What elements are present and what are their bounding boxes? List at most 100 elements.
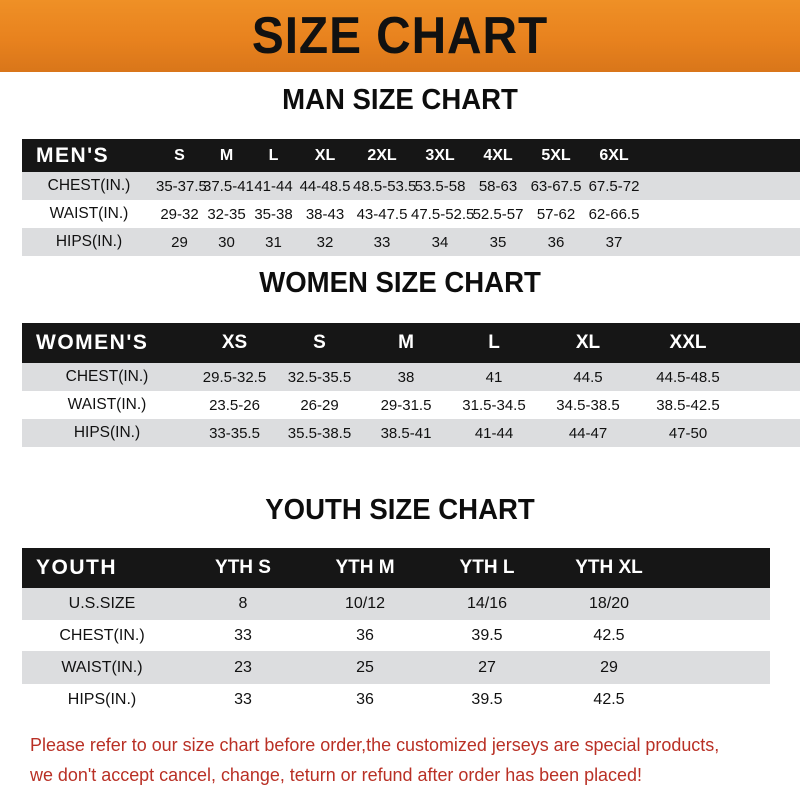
- men-col-2xl: 2XL: [367, 146, 397, 164]
- youth-ussize-xl: 18/20: [588, 595, 630, 612]
- youth-header-label: YOUTH: [36, 556, 117, 579]
- men-col-4xl: 4XL: [483, 146, 513, 164]
- man-section-title: MAN SIZE CHART: [282, 84, 518, 116]
- youth-chest-l: 39.5: [471, 626, 503, 644]
- women-waist-label: WAIST(IN.): [67, 396, 147, 413]
- men-hips-s: 29: [171, 233, 188, 251]
- women-col-m: M: [398, 332, 414, 353]
- youth-chest-s: 33: [234, 626, 252, 644]
- men-col-5xl: 5XL: [541, 146, 571, 164]
- women-col-s: S: [313, 332, 326, 353]
- men-hips-2xl: 33: [373, 233, 391, 251]
- youth-size-table: YOUTH YTH S YTH M YTH L YTH XL U.S.SIZE …: [22, 548, 770, 716]
- youth-chest-m: 36: [356, 626, 374, 644]
- women-hips-s: 35.5-38.5: [287, 424, 352, 442]
- men-col-pad: [643, 139, 800, 172]
- men-hips-pad: [643, 228, 800, 256]
- men-waist-6xl: 62-66.5: [588, 205, 640, 223]
- men-hips-5xl: 36: [547, 233, 565, 251]
- men-col-3xl: 3XL: [425, 146, 455, 164]
- youth-header-row: YOUTH YTH S YTH M YTH L YTH XL: [22, 548, 770, 588]
- women-section-title: WOMEN SIZE CHART: [259, 267, 541, 299]
- men-chest-2xl: 48.5-53.5: [353, 177, 417, 195]
- men-waist-pad: [643, 200, 800, 228]
- men-hips-xl: 32: [316, 233, 334, 251]
- men-hips-m: 30: [218, 233, 235, 251]
- youth-col-s: YTH S: [215, 557, 271, 578]
- youth-col-m: YTH M: [335, 557, 395, 578]
- women-chest-xl: 44.5: [573, 368, 603, 386]
- youth-hips-pad: [670, 684, 770, 716]
- men-waist-label: WAIST(IN.): [49, 205, 129, 222]
- footer-disclaimer: Please refer to our size chart before or…: [30, 730, 753, 790]
- men-waist-l: 35-38: [254, 205, 293, 223]
- footer-line-1: Please refer to our size chart before or…: [30, 734, 720, 755]
- youth-hips-l: 39.5: [471, 691, 503, 708]
- youth-col-pad: [670, 548, 770, 588]
- women-chest-label: CHEST(IN.): [65, 368, 149, 385]
- youth-col-l: YTH L: [459, 557, 515, 578]
- men-chest-3xl: 53.5-58: [414, 177, 466, 195]
- banner-title: SIZE CHART: [251, 7, 549, 65]
- men-waist-2xl: 43-47.5: [356, 205, 408, 223]
- table-row: WAIST(IN.) 23.5-26 26-29 29-31.5 31.5-34…: [22, 391, 800, 419]
- men-hips-l: 31: [265, 233, 282, 251]
- footer-line-2: we don't accept cancel, change, teturn o…: [30, 764, 642, 785]
- women-hips-xl: 44-47: [568, 424, 608, 442]
- women-col-xxl: XXL: [669, 332, 707, 353]
- youth-ussize-m: 10/12: [344, 595, 386, 612]
- men-col-6xl: 6XL: [599, 146, 629, 164]
- youth-hips-label: HIPS(IN.): [67, 691, 137, 708]
- women-waist-s: 26-29: [300, 396, 339, 414]
- women-hips-xxl: 47-50: [668, 424, 708, 442]
- table-row: U.S.SIZE 8 10/12 14/16 18/20: [22, 588, 770, 620]
- men-size-table: MEN'S S M L XL 2XL 3XL 4XL 5XL 6XL CHEST…: [22, 139, 800, 256]
- youth-chest-label: CHEST(IN.): [59, 626, 145, 644]
- men-waist-s: 29-32: [160, 205, 199, 223]
- table-row: CHEST(IN.) 35-37.5 37.5-41 41-44 44-48.5…: [22, 172, 800, 200]
- men-chest-m: 37.5-41: [203, 177, 254, 195]
- women-chest-s: 32.5-35.5: [287, 368, 352, 386]
- youth-ussize-label: U.S.SIZE: [68, 595, 136, 612]
- women-header-label: WOMEN'S: [36, 331, 149, 354]
- youth-waist-xl: 29: [600, 658, 618, 676]
- youth-waist-s: 23: [234, 658, 252, 676]
- men-waist-5xl: 57-62: [536, 205, 576, 223]
- women-chest-xxl: 44.5-48.5: [656, 368, 720, 386]
- men-chest-l: 41-44: [254, 177, 293, 195]
- women-waist-pad: [738, 391, 800, 419]
- women-waist-l: 31.5-34.5: [462, 396, 526, 414]
- women-chest-l: 41: [485, 368, 503, 386]
- men-waist-4xl: 52.5-57: [472, 205, 524, 223]
- men-chest-xl: 44-48.5: [299, 177, 351, 195]
- men-waist-m: 32-35: [207, 205, 246, 223]
- youth-hips-xl: 42.5: [593, 691, 625, 708]
- men-hips-label: HIPS(IN.): [55, 233, 123, 250]
- youth-chest-xl: 42.5: [593, 626, 625, 644]
- women-col-xl: XL: [575, 332, 601, 353]
- men-waist-xl: 38-43: [305, 205, 345, 223]
- women-hips-label: HIPS(IN.): [73, 424, 141, 441]
- men-header-label: MEN'S: [36, 143, 110, 167]
- women-chest-m: 38: [397, 368, 415, 386]
- youth-waist-l: 27: [478, 658, 496, 676]
- men-col-m: M: [219, 146, 234, 164]
- table-row: HIPS(IN.) 33 36 39.5 42.5: [22, 684, 770, 716]
- women-chest-xs: 29.5-32.5: [202, 368, 267, 386]
- women-col-pad: [738, 323, 800, 363]
- men-hips-4xl: 35: [489, 233, 507, 251]
- women-col-l: L: [488, 332, 500, 353]
- youth-waist-label: WAIST(IN.): [61, 658, 143, 676]
- women-hips-pad: [738, 419, 800, 447]
- table-row: HIPS(IN.) 33-35.5 35.5-38.5 38.5-41 41-4…: [22, 419, 800, 447]
- men-col-l: L: [268, 146, 279, 164]
- table-row: HIPS(IN.) 29 30 31 32 33 34 35 36 37: [22, 228, 800, 256]
- men-header-row: MEN'S S M L XL 2XL 3XL 4XL 5XL 6XL: [22, 139, 800, 172]
- women-header-row: WOMEN'S XS S M L XL XXL: [22, 323, 800, 363]
- youth-ussize-pad: [670, 588, 770, 620]
- women-waist-m: 29-31.5: [380, 396, 432, 414]
- table-row: CHEST(IN.) 29.5-32.5 32.5-35.5 38 41 44.…: [22, 363, 800, 391]
- men-chest-label: CHEST(IN.): [47, 177, 131, 194]
- men-col-s: S: [174, 146, 185, 164]
